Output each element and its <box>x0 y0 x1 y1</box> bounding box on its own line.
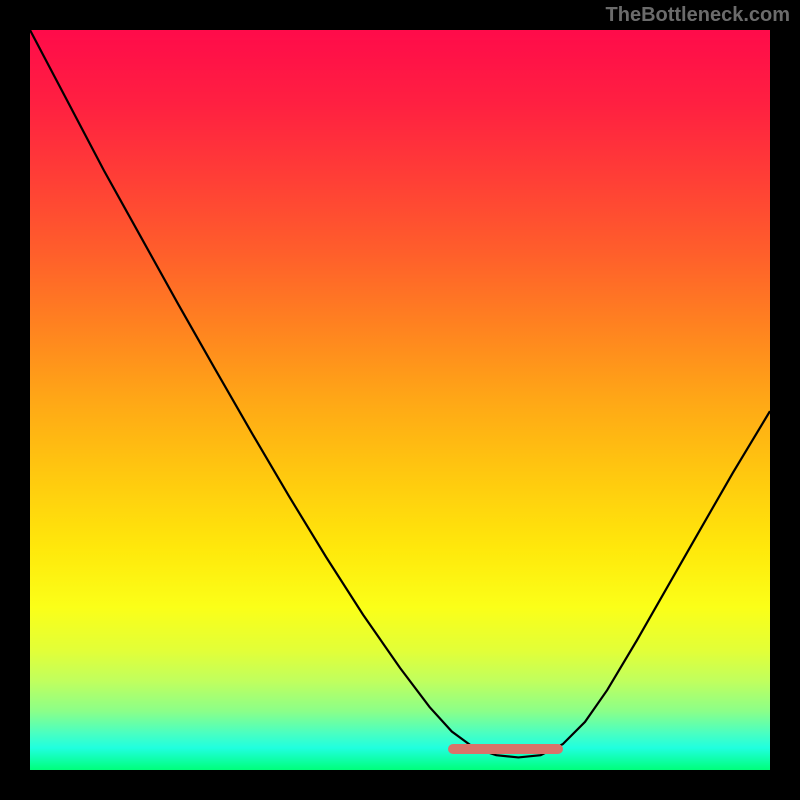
plot-area <box>30 30 770 770</box>
bottleneck-curve <box>30 30 770 770</box>
watermark-text: TheBottleneck.com <box>606 4 790 27</box>
optimal-range-marker <box>448 744 563 754</box>
